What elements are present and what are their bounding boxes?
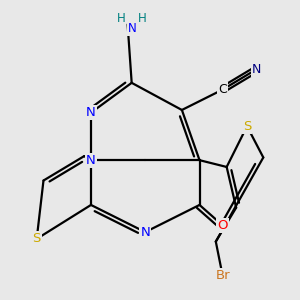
Text: C: C <box>218 83 227 96</box>
Text: H: H <box>117 12 125 25</box>
Text: S: S <box>32 232 41 245</box>
Text: H: H <box>138 12 146 25</box>
Text: S: S <box>243 120 251 133</box>
Text: N: N <box>252 63 261 76</box>
Text: Br: Br <box>215 269 230 282</box>
Text: N: N <box>86 106 96 119</box>
Text: N: N <box>86 154 96 167</box>
Text: O: O <box>217 219 228 232</box>
Text: N: N <box>128 22 136 35</box>
Text: N: N <box>140 226 150 238</box>
